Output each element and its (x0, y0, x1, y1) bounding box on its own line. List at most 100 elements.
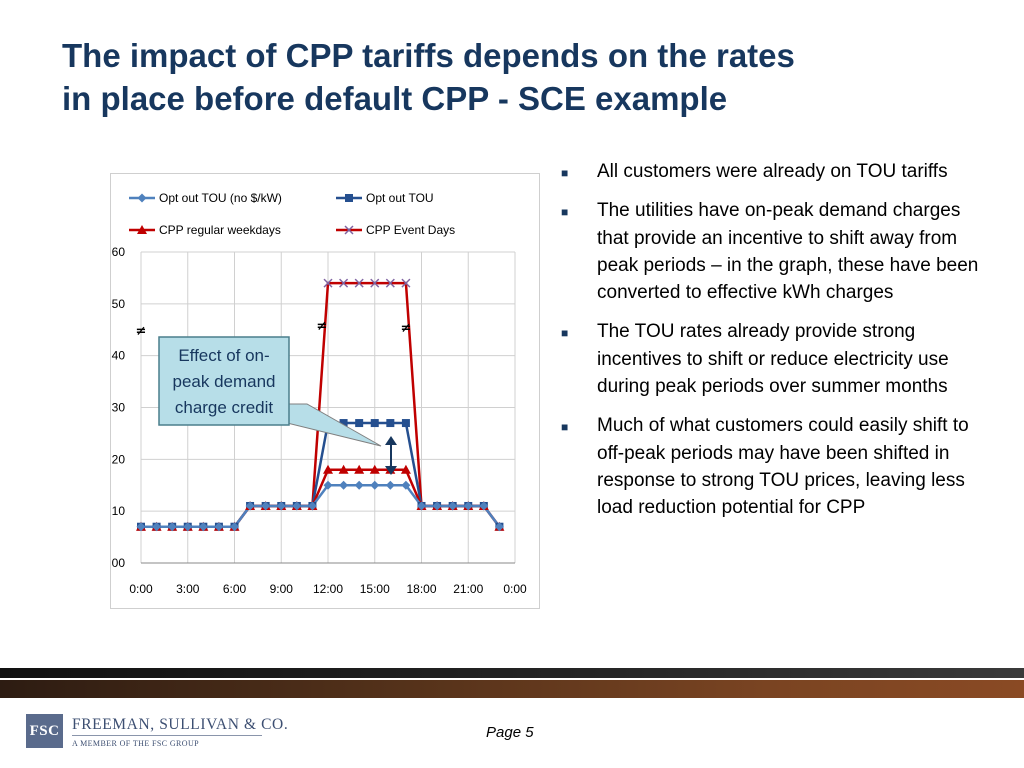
data-point (417, 501, 426, 511)
data-point (448, 501, 458, 511)
data-point (401, 419, 410, 428)
line-chart: $0.00 $0.10 $0.20 $0.30 $0.40 $1.50 $1.60 0:00 3… (110, 173, 540, 609)
legend-marker (137, 193, 147, 203)
data-point (354, 278, 364, 288)
data-point (230, 522, 239, 532)
title-line-1: The impact of CPP tariffs depends on the… (62, 37, 795, 74)
bullet-item: ■ All customers were already on TOU tarif… (560, 158, 990, 185)
series-line (141, 468, 501, 528)
data-point (339, 419, 348, 428)
data-point (323, 464, 333, 474)
bullet-text: Much of what customers could easily shif… (597, 415, 969, 519)
data-point (261, 501, 271, 511)
footer-band-brown (0, 680, 1024, 698)
data-point (183, 522, 193, 532)
data-point (152, 522, 162, 532)
x-tick-label: 0:00 (503, 582, 527, 596)
y-tick-label: $0.00 (111, 556, 125, 570)
x-tick-label: 3:00 (176, 582, 200, 596)
axis-break-symbol: ≠ (136, 324, 147, 339)
series-line (141, 484, 501, 528)
data-point (338, 464, 349, 474)
page-number: Page 5 (486, 724, 534, 741)
bullet-marker: ■ (561, 166, 569, 180)
data-point (401, 278, 411, 288)
bullet-marker: ■ (561, 420, 569, 435)
data-point (400, 464, 411, 474)
y-tick-label: $1.50 (111, 297, 125, 311)
legend-label: CPP Event Days (366, 223, 455, 237)
bullet-text: All customers were already on TOU tariff… (597, 161, 948, 182)
data-point (386, 419, 395, 428)
data-point (214, 522, 224, 532)
data-point (463, 501, 473, 511)
logo-tagline: A MEMBER OF THE FSC GROUP (72, 739, 199, 748)
legend-label: Opt out TOU (no $/kW) (159, 191, 282, 205)
data-point (323, 480, 333, 490)
legend-marker (345, 194, 353, 202)
data-point (432, 501, 442, 511)
logo-mark: FSC (26, 714, 63, 748)
logo-divider (72, 735, 262, 736)
data-point (370, 480, 380, 490)
data-point (401, 480, 411, 490)
chart-canvas: $0.00 $0.10 $0.20 $0.30 $0.40 $1.50 $1.60 0:00 3… (111, 191, 527, 596)
data-point (292, 501, 302, 511)
callout-arrowhead-down (385, 466, 397, 475)
x-tick-label: 9:00 (270, 582, 294, 596)
data-point (245, 501, 255, 511)
footer-band-dark (0, 668, 1024, 678)
bullet-item: ■ The utilities have on-peak demand charg… (560, 197, 990, 306)
data-point (385, 480, 395, 490)
data-point (136, 522, 146, 532)
title-line-2: in place before default CPP - SCE exampl… (62, 80, 728, 117)
data-point (354, 480, 364, 490)
y-tick-label: $0.20 (111, 452, 125, 466)
y-tick-label: $0.40 (111, 349, 125, 363)
x-tick-label: 18:00 (406, 582, 436, 596)
y-tick-label: $0.30 (111, 401, 125, 415)
data-point (479, 501, 489, 511)
data-point (370, 419, 379, 428)
y-tick-label: $1.60 (111, 245, 125, 259)
bullet-item: ■ Much of what customers could easily shi… (560, 412, 990, 521)
bullet-text: The TOU rates already provide strong inc… (597, 321, 949, 398)
data-point (370, 278, 380, 288)
x-tick-label: 0:00 (129, 582, 153, 596)
axis-break-symbol: ≠ (316, 319, 327, 334)
data-point (339, 278, 349, 288)
bullet-item: ■ The TOU rates already provide strong in… (560, 318, 990, 400)
bullet-marker: ■ (561, 205, 569, 220)
legend-marker (344, 225, 354, 235)
x-tick-label: 12:00 (313, 582, 343, 596)
legend-marker (137, 225, 147, 234)
data-point (323, 278, 333, 288)
axis-break-symbol: ≠ (400, 321, 411, 336)
data-point (307, 501, 317, 511)
legend-label: Opt out TOU (366, 191, 434, 205)
callout-pointer (282, 403, 382, 447)
data-point (198, 522, 208, 532)
y-tick-label: $0.10 (111, 504, 125, 518)
data-point (385, 278, 395, 288)
data-point (339, 480, 349, 490)
data-point (355, 419, 364, 428)
callout-arrowhead-up (385, 436, 397, 445)
x-tick-label: 6:00 (223, 582, 247, 596)
bullet-list: ■ All customers were already on TOU tarif… (560, 158, 990, 534)
data-point (369, 464, 380, 474)
callout-text: Effect of on- (178, 346, 269, 365)
data-point (276, 501, 286, 511)
data-point (494, 522, 504, 532)
callout-text: peak demand (172, 372, 275, 391)
data-point (167, 522, 177, 532)
slide-title: The impact of CPP tariffs depends on the… (62, 34, 992, 120)
bullet-text: The utilities have on-peak demand charge… (597, 200, 979, 304)
logo-company-name: FREEMAN, SULLIVAN & CO. (72, 716, 289, 733)
callout-box (158, 336, 290, 426)
callout-text: charge credit (175, 398, 274, 417)
bullet-marker: ■ (561, 326, 569, 341)
legend-label: CPP regular weekdays (159, 223, 281, 237)
x-tick-label: 21:00 (453, 582, 483, 596)
data-point (354, 464, 365, 474)
